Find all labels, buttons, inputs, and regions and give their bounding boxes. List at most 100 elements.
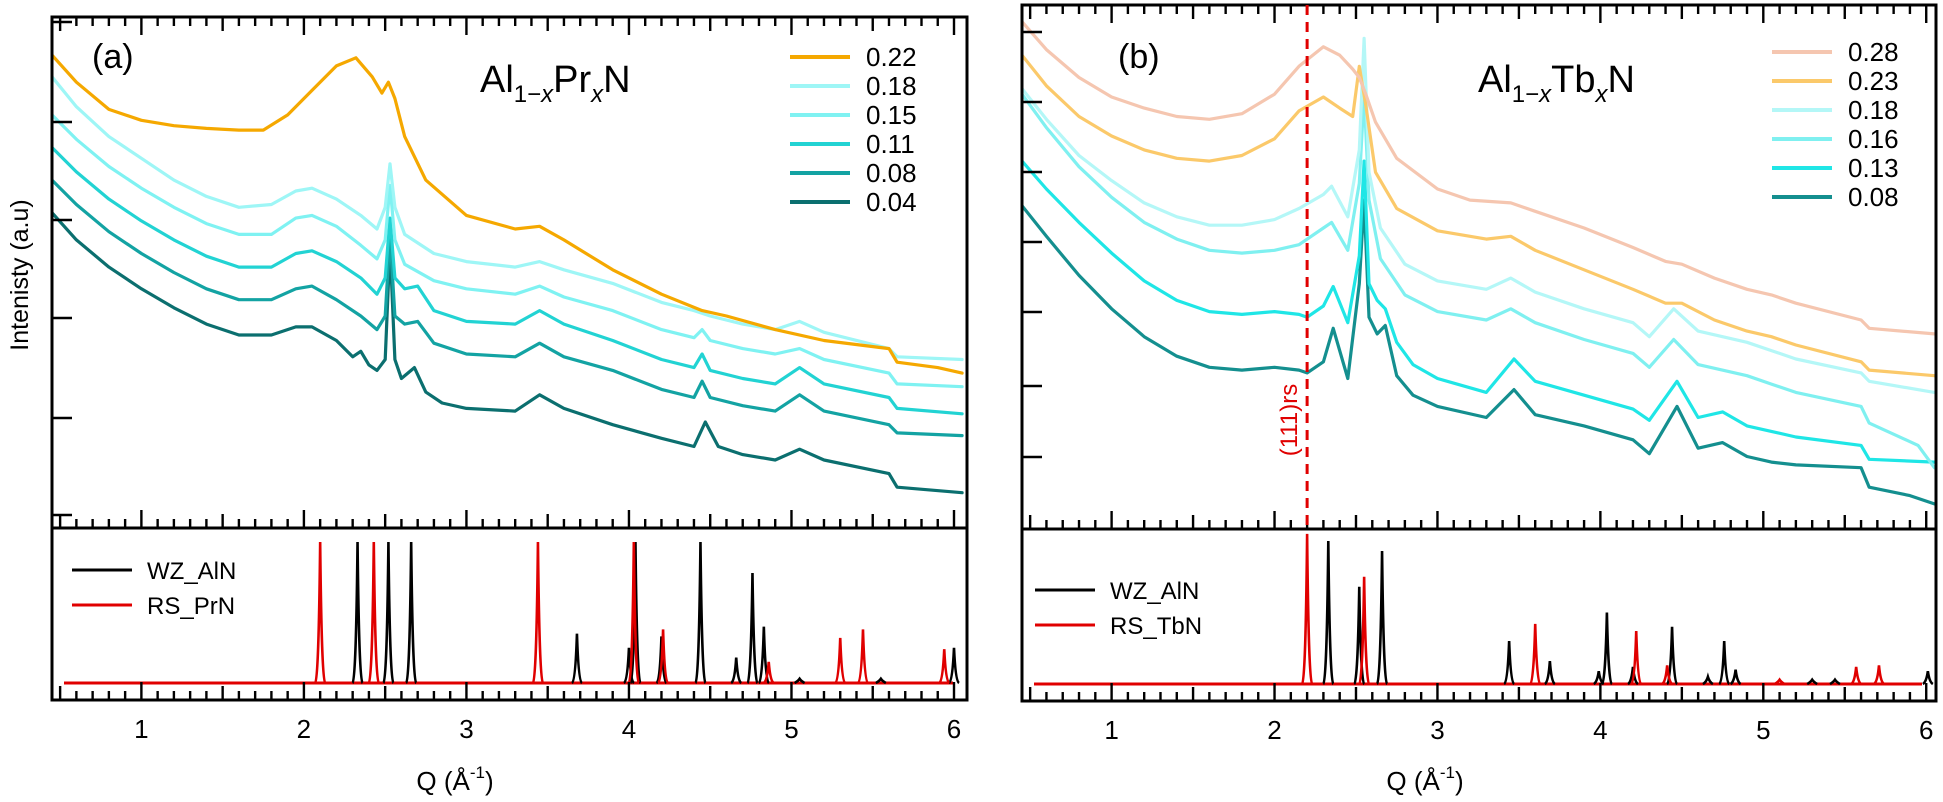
reference-peak-RS_TbN — [1630, 631, 1643, 686]
reference-peak-RS_TbN — [1850, 666, 1862, 686]
series-line-0.08 — [1022, 198, 1936, 506]
x-tick-label: 3 — [1430, 715, 1444, 745]
series-line-0.23 — [1022, 53, 1936, 378]
reference-peak-RS_TbN — [1529, 623, 1542, 686]
x-tick-label: 4 — [622, 714, 636, 744]
reference-peak-WZ_AlN — [655, 636, 668, 685]
reference-peak-RS_PrN — [856, 629, 870, 685]
legend-label: 0.11 — [866, 129, 915, 159]
panel-b-annotation: (111)rs — [1276, 5, 1309, 529]
x-tick-label: 5 — [1756, 715, 1770, 745]
panel-a-reference-legend: WZ_AlN RS_PrN — [72, 558, 236, 620]
panel-b-curves — [1022, 20, 1936, 506]
x-tick-label: 6 — [947, 714, 961, 744]
reference-peak-RS_PrN — [627, 541, 641, 685]
reference-peak-RS_PrN — [938, 649, 951, 685]
reference-peak-WZ_AlN — [875, 676, 887, 685]
panel-b-reference-legend: WZ_AlN RS_TbN — [1035, 578, 1202, 640]
x-tick-label: 4 — [1593, 715, 1607, 745]
panel-a-x-axis-label: Q (Å-1) — [416, 763, 493, 796]
reference-peak-RS_PrN — [762, 661, 775, 685]
reference-peak-WZ_AlN — [1503, 641, 1516, 686]
reference-peak-WZ_AlN — [793, 676, 806, 685]
legend-label: 0.23 — [1848, 66, 1899, 96]
series-line-0.16 — [1022, 92, 1936, 470]
reference-peak-RS_PrN — [313, 541, 327, 685]
legend-label: 0.04 — [866, 187, 917, 217]
panel-b-label: (b) — [1118, 38, 1160, 76]
series-line-0.18 — [1022, 36, 1936, 394]
reference-peak-RS_TbN — [1661, 665, 1674, 686]
panel-a-ticks — [52, 17, 956, 700]
panel-a-label: (a) — [92, 38, 134, 76]
x-tick-label: 5 — [784, 714, 798, 744]
reference-peak-WZ_AlN — [1922, 670, 1934, 686]
panel-b-legend: 0.280.230.180.160.130.08 — [1772, 37, 1899, 212]
series-line-0.04 — [52, 211, 964, 495]
reference-peak-WZ_AlN — [570, 633, 584, 685]
reference-peak-RS_PrN — [367, 541, 380, 685]
series-line-0.28 — [1022, 20, 1936, 336]
reference-peak-WZ_AlN — [948, 647, 960, 685]
legend-label: 0.13 — [1848, 153, 1899, 183]
legend-label: 0.16 — [1848, 124, 1899, 154]
reference-peak-WZ_AlN — [746, 573, 759, 685]
panel-a-title: Al1−xPrxN — [480, 59, 631, 108]
reference-peak-WZ_AlN — [629, 541, 642, 685]
series-line-0.11 — [52, 145, 964, 416]
panel-a-curves — [52, 53, 964, 495]
reference-peak-RS_TbN — [1873, 665, 1885, 686]
panel-b-bottom-frame — [1020, 527, 1938, 703]
reference-peak-WZ_AlN — [694, 541, 707, 685]
panel-a-bottom-frame — [50, 526, 969, 702]
reference-peak-WZ_AlN — [1702, 672, 1714, 686]
reference-peak-RS_PrN — [531, 541, 545, 685]
reference-peak-WZ_AlN — [1627, 666, 1639, 686]
x-tick-label: 2 — [297, 714, 311, 744]
legend-label: 0.08 — [1848, 182, 1899, 212]
panel-a-legend: 0.220.180.150.110.080.04 — [790, 42, 917, 217]
x-tick-label: 6 — [1919, 715, 1933, 745]
legend-label: 0.18 — [866, 71, 917, 101]
reference-peak-WZ_AlN — [404, 541, 418, 685]
panel-b-ticks — [1022, 5, 1928, 701]
reference-peak-RS_PrN — [834, 637, 847, 685]
x-tick-label: 1 — [1104, 715, 1118, 745]
panel-a-tick-labels: 1 2 3 4 5 6 — [134, 714, 961, 744]
reference-legend-label: RS_PrN — [147, 593, 235, 620]
panel-b-x-axis-label: Q (Å-1) — [1386, 763, 1463, 796]
legend-label: 0.08 — [866, 158, 917, 188]
legend-label: 0.28 — [1848, 37, 1899, 67]
series-line-0.22 — [52, 53, 964, 375]
reference-legend-label: WZ_AlN — [1110, 578, 1199, 605]
reference-peak-RS_TbN — [1357, 576, 1371, 686]
reference-legend-label: WZ_AlN — [147, 558, 236, 585]
reference-peak-WZ_AlN — [1718, 641, 1731, 686]
x-tick-label: 3 — [459, 714, 473, 744]
y-axis-label: Intenisty (a.u) — [6, 199, 34, 350]
panel-a-reference-peaks — [64, 541, 960, 685]
reference-peak-WZ_AlN — [1806, 677, 1818, 686]
reference-peak-WZ_AlN — [1729, 669, 1742, 686]
reference-peak-WZ_AlN — [1322, 540, 1335, 686]
legend-label: 0.18 — [1848, 95, 1899, 125]
legend-label: 0.22 — [866, 42, 917, 72]
reference-peak-WZ_AlN — [1600, 612, 1614, 686]
panel-b-tick-labels: 1 2 3 4 5 6 — [1104, 715, 1933, 745]
legend-label: 0.15 — [866, 100, 917, 130]
series-line-0.13 — [1022, 159, 1936, 464]
panel-b-reference-peaks — [1034, 533, 1934, 686]
x-tick-label: 1 — [134, 714, 148, 744]
annotation-label: (111)rs — [1276, 384, 1303, 456]
reference-peak-RS_TbN — [1300, 533, 1314, 686]
x-tick-label: 2 — [1267, 715, 1281, 745]
reference-peak-WZ_AlN — [382, 541, 395, 685]
reference-peak-WZ_AlN — [1375, 550, 1389, 686]
series-line-0.08 — [52, 178, 964, 438]
reference-peak-RS_TbN — [1773, 677, 1786, 686]
reference-peak-WZ_AlN — [1353, 586, 1366, 686]
reference-peak-WZ_AlN — [730, 657, 743, 685]
